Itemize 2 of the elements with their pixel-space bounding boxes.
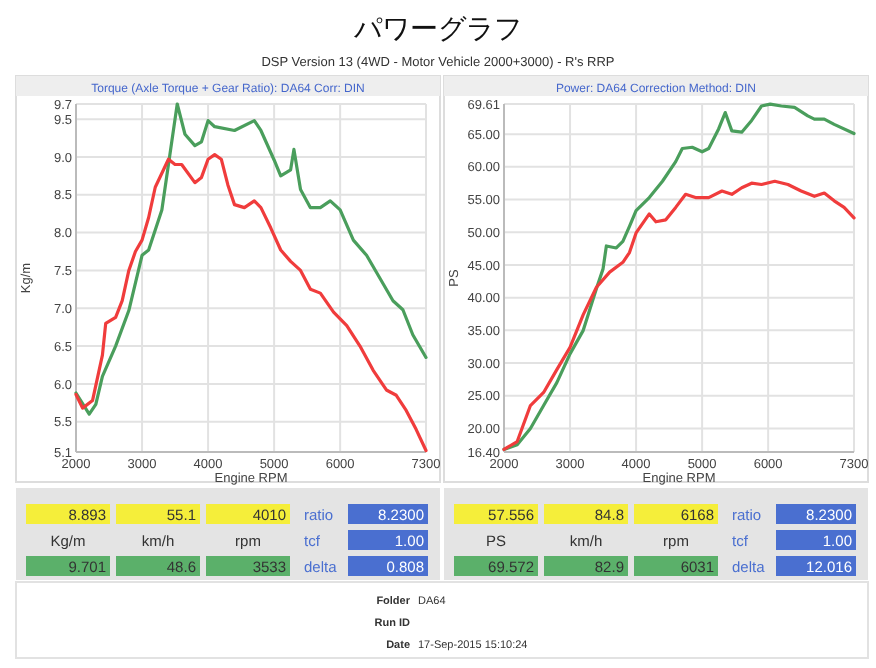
chart-title: パワーグラフ: [352, 12, 522, 44]
line-series: [502, 102, 856, 451]
